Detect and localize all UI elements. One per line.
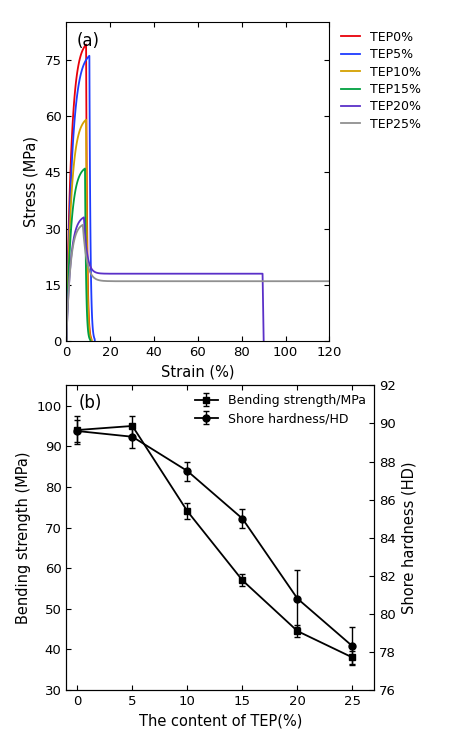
TEP15% [82,164,87,173]
TEP0% [88,331,93,340]
Y-axis label: Stress (MPa): Stress (MPa) [24,137,39,227]
TEP25% [92,275,98,283]
TEP0% [89,337,94,346]
TEP10% [77,126,82,135]
X-axis label: Strain (%): Strain (%) [161,365,235,379]
TEP10% [88,333,93,341]
Text: (a): (a) [77,32,100,50]
TEP20% [261,337,266,346]
Y-axis label: Shore hardness (HD): Shore hardness (HD) [402,462,417,614]
TEP25% [91,273,96,282]
TEP5% [79,66,85,75]
TEP20% [80,214,85,222]
TEP10% [89,337,94,346]
Line: TEP0%: TEP0% [66,45,91,341]
Line: TEP5%: TEP5% [66,56,95,341]
TEP15% [76,173,82,182]
TEP15% [88,337,93,346]
TEP10% [64,337,69,346]
TEP5% [78,69,84,78]
TEP0% [83,40,89,49]
TEP5% [91,332,97,341]
TEP10% [76,129,82,138]
TEP0% [88,334,94,343]
TEP15% [82,164,88,173]
TEP25% [64,337,69,346]
TEP25% [185,277,191,286]
TEP25% [310,277,316,286]
TEP5% [91,334,97,343]
TEP15% [86,334,92,343]
TEP20% [64,337,69,346]
TEP25% [327,277,332,286]
Line: TEP20%: TEP20% [66,217,264,341]
TEP25% [133,277,139,286]
TEP5% [64,337,69,346]
TEP15% [87,335,93,344]
TEP0% [64,337,69,346]
TEP10% [83,116,89,125]
TEP25% [80,220,86,229]
TEP15% [75,175,81,184]
TEP25% [72,233,78,242]
Y-axis label: Bending strength (MPa): Bending strength (MPa) [16,451,31,624]
TEP20% [65,304,71,313]
Text: (b): (b) [79,394,102,413]
TEP10% [88,335,94,344]
TEP15% [64,337,69,346]
TEP10% [72,156,77,164]
TEP0% [83,41,89,50]
Line: TEP15%: TEP15% [66,169,91,341]
TEP0% [72,95,77,103]
Line: TEP10%: TEP10% [66,120,91,341]
TEP20% [93,268,99,277]
TEP20% [76,218,82,227]
TEP20% [74,221,80,230]
TEP0% [77,55,82,64]
TEP0% [76,59,82,68]
TEP5% [86,52,91,61]
TEP15% [71,196,77,205]
X-axis label: The content of TEP(%): The content of TEP(%) [139,713,302,728]
TEP10% [83,115,89,124]
TEP20% [72,228,78,237]
TEP5% [73,103,79,112]
Line: TEP25%: TEP25% [66,225,329,341]
TEP20% [81,213,87,222]
TEP5% [87,51,92,60]
Legend: TEP0%, TEP5%, TEP10%, TEP15%, TEP20%, TEP25%: TEP0%, TEP5%, TEP10%, TEP15%, TEP20%, TE… [338,29,423,133]
TEP5% [92,337,98,346]
Legend: Bending strength/MPa, Shore hardness/HD: Bending strength/MPa, Shore hardness/HD [193,392,368,428]
